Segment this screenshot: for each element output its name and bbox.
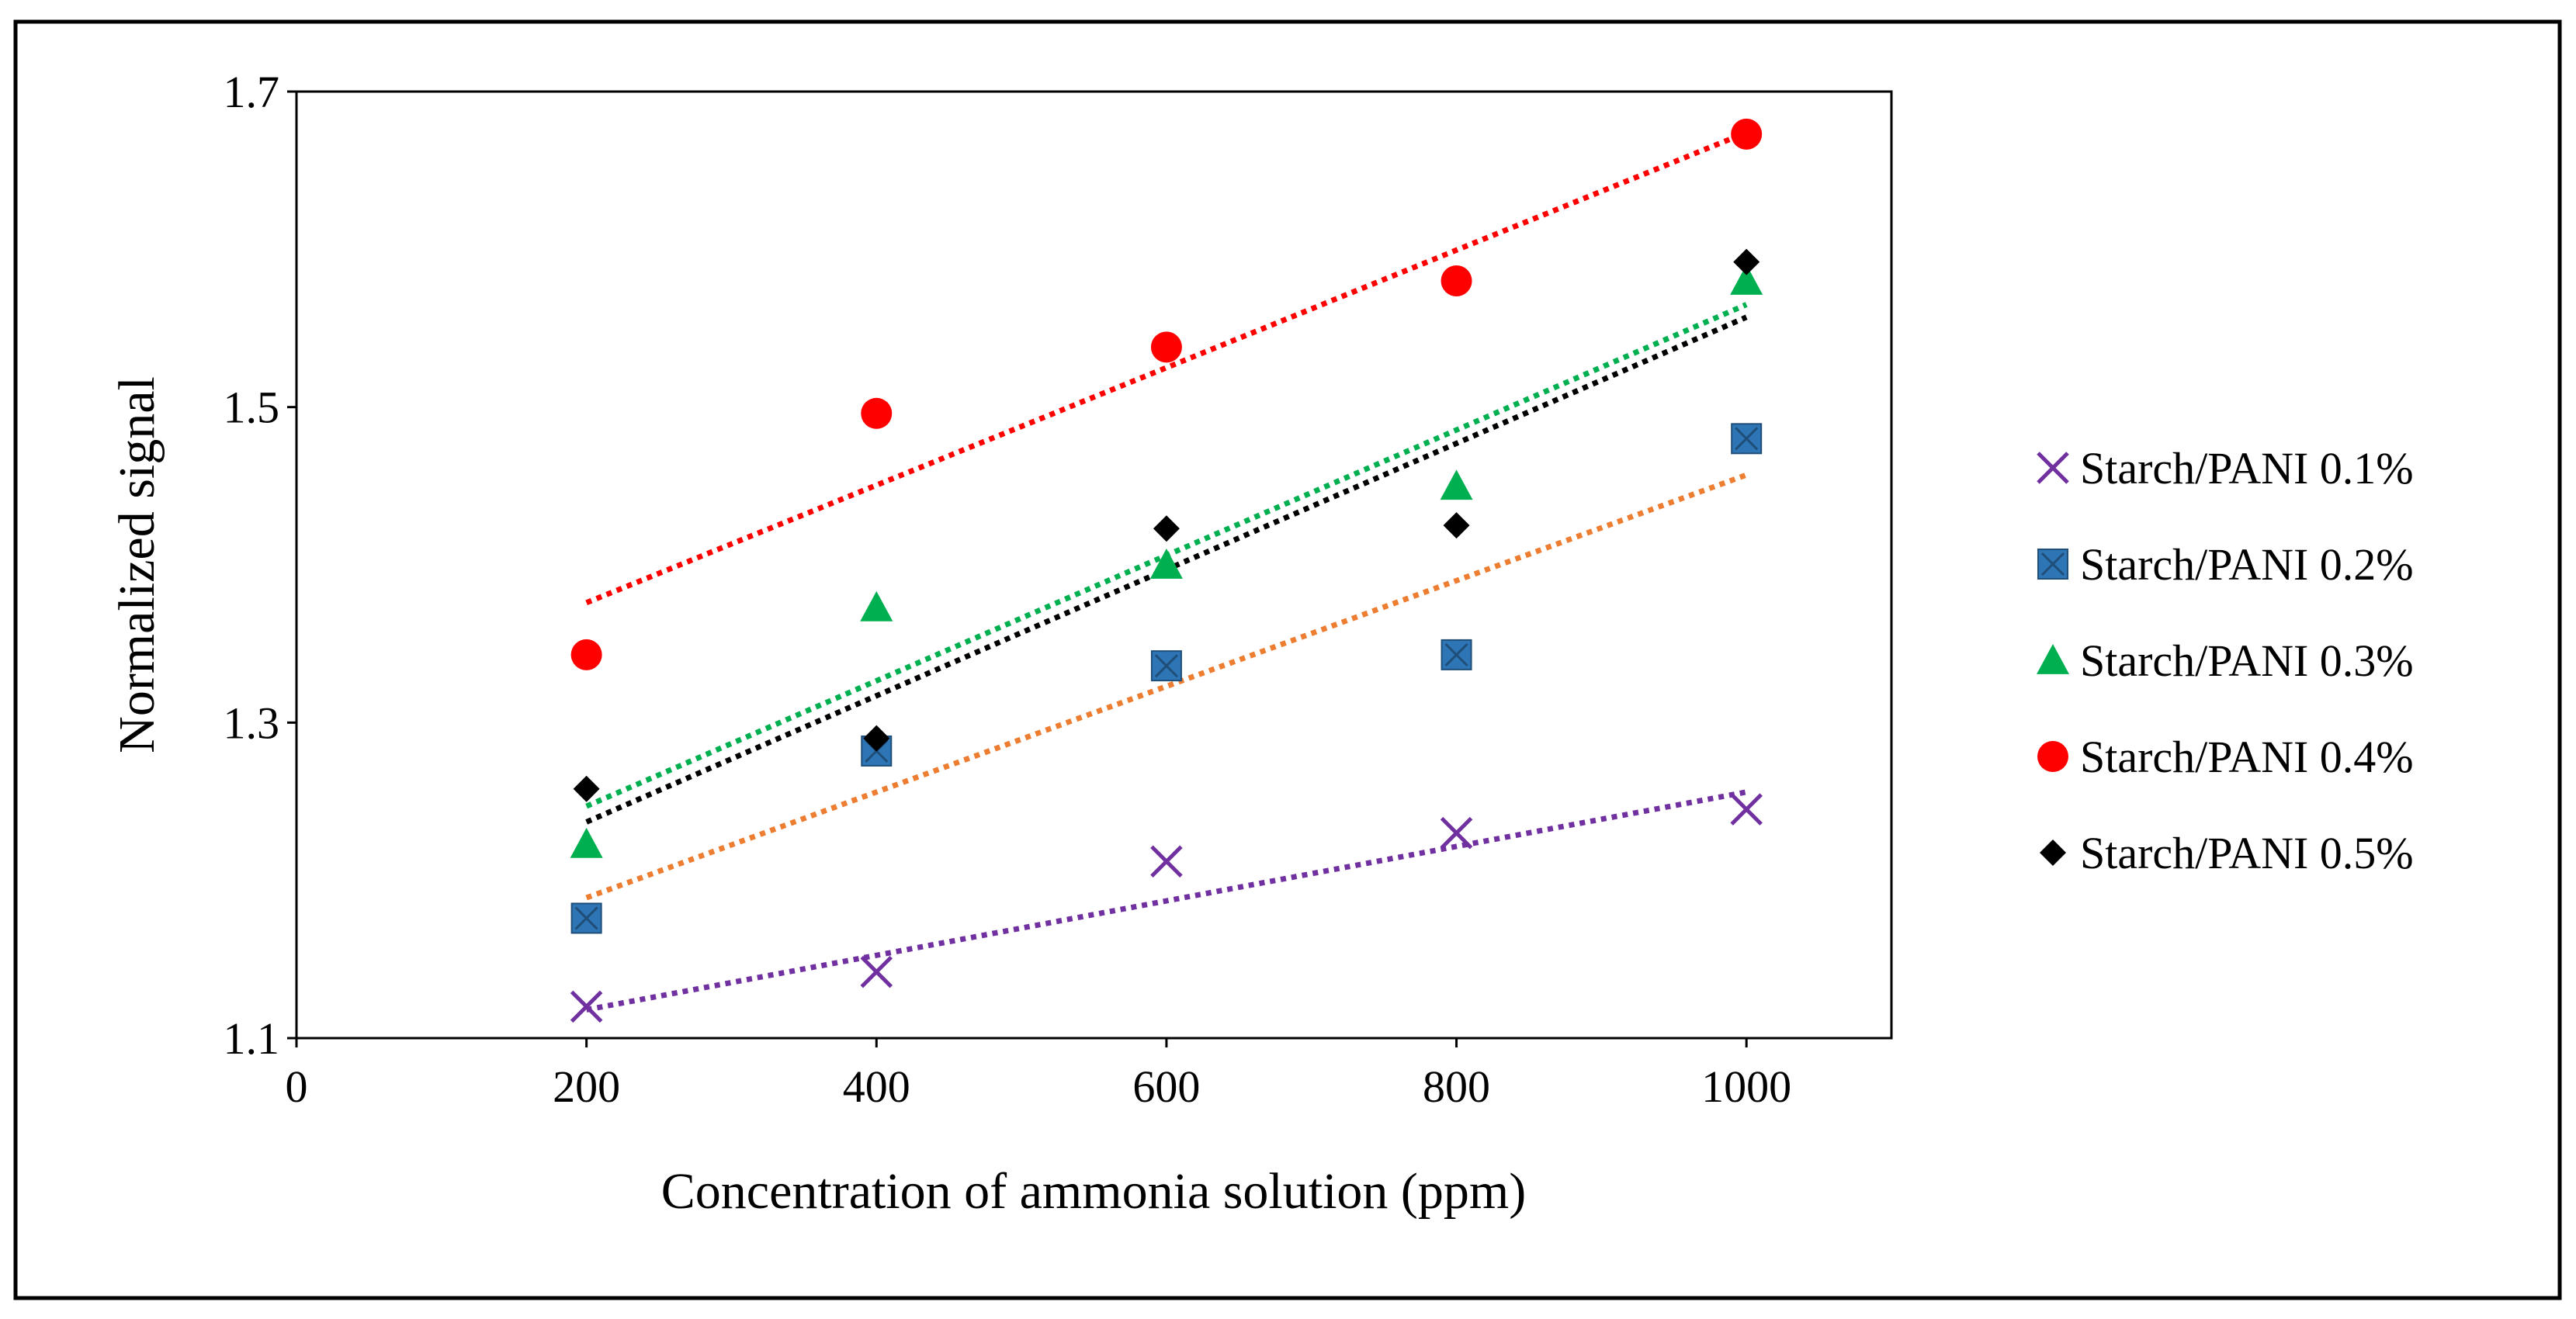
- data-point-series-5: [1443, 512, 1470, 539]
- y-tick-label: 1.7: [224, 67, 280, 117]
- data-point-series-3: [570, 827, 603, 858]
- data-point-series-1: [570, 990, 603, 1023]
- data-point-series-3: [860, 590, 893, 621]
- legend-marker: [2040, 840, 2066, 866]
- legend-item: Starch/PANI 0.4%: [2037, 732, 2414, 782]
- legend-label: Starch/PANI 0.3%: [2080, 635, 2414, 686]
- y-tick-label: 1.5: [224, 383, 280, 433]
- legend-item: Starch/PANI 0.5%: [2040, 828, 2414, 878]
- data-point-series-1: [1730, 793, 1763, 826]
- data-point-series-2: [1731, 423, 1763, 455]
- data-point-series-4: [1731, 118, 1763, 150]
- data-point-series-4: [570, 639, 602, 670]
- data-point-series-5: [863, 725, 890, 752]
- legend-label: Starch/PANI 0.5%: [2080, 828, 2414, 878]
- y-axis-title: Normalized signal: [109, 376, 165, 753]
- x-axis-title: Concentration of ammonia solution (ppm): [661, 1163, 1526, 1220]
- data-point-series-3: [1440, 469, 1473, 500]
- data-point-series-5: [1153, 515, 1180, 542]
- legend-marker: [2037, 644, 2069, 674]
- data-point-series-1: [1150, 845, 1183, 878]
- data-point-series-1: [1440, 816, 1473, 850]
- data-point-series-3: [1149, 549, 1183, 579]
- x-tick-label: 1000: [1701, 1061, 1791, 1112]
- data-markers: [570, 118, 1763, 1023]
- data-point-series-2: [1441, 639, 1472, 670]
- data-point-series-2: [1150, 650, 1182, 682]
- trendline-series-1: [585, 789, 1747, 1013]
- legend-label: Starch/PANI 0.4%: [2080, 732, 2414, 782]
- legend-label: Starch/PANI 0.1%: [2080, 443, 2414, 493]
- data-point-series-3: [1730, 265, 1763, 295]
- legend-item: Starch/PANI 0.1%: [2037, 443, 2414, 493]
- legend-marker: [2037, 452, 2069, 484]
- x-tick-label: 800: [1423, 1061, 1490, 1112]
- trendline-series-4: [585, 130, 1748, 606]
- data-point-series-4: [861, 397, 893, 429]
- legend-item: Starch/PANI 0.3%: [2037, 635, 2414, 686]
- legend: Starch/PANI 0.1% Starch/PANI 0.2% Starch/P…: [2037, 443, 2414, 878]
- y-tick-label: 1.3: [224, 698, 280, 748]
- legend-marker: [2037, 741, 2068, 772]
- data-point-series-5: [1733, 248, 1760, 275]
- data-point-series-1: [860, 955, 893, 988]
- x-tick-label: 0: [286, 1061, 308, 1112]
- data-point-series-4: [1150, 331, 1182, 363]
- x-tick-label: 400: [843, 1061, 910, 1112]
- legend-marker: [2037, 549, 2068, 580]
- data-point-series-5: [573, 775, 600, 802]
- data-point-series-4: [1441, 265, 1472, 296]
- x-tick-label: 600: [1132, 1061, 1200, 1112]
- legend-item: Starch/PANI 0.2%: [2037, 539, 2414, 590]
- data-point-series-2: [570, 902, 602, 934]
- axes: 0 200 400 600 800 1000 1.1 1.3 1.5 1.7: [224, 67, 1792, 1112]
- x-tick-label: 200: [553, 1061, 620, 1112]
- plot-area: [295, 90, 1893, 1040]
- legend-label: Starch/PANI 0.2%: [2080, 539, 2414, 590]
- y-tick-label: 1.1: [224, 1013, 280, 1064]
